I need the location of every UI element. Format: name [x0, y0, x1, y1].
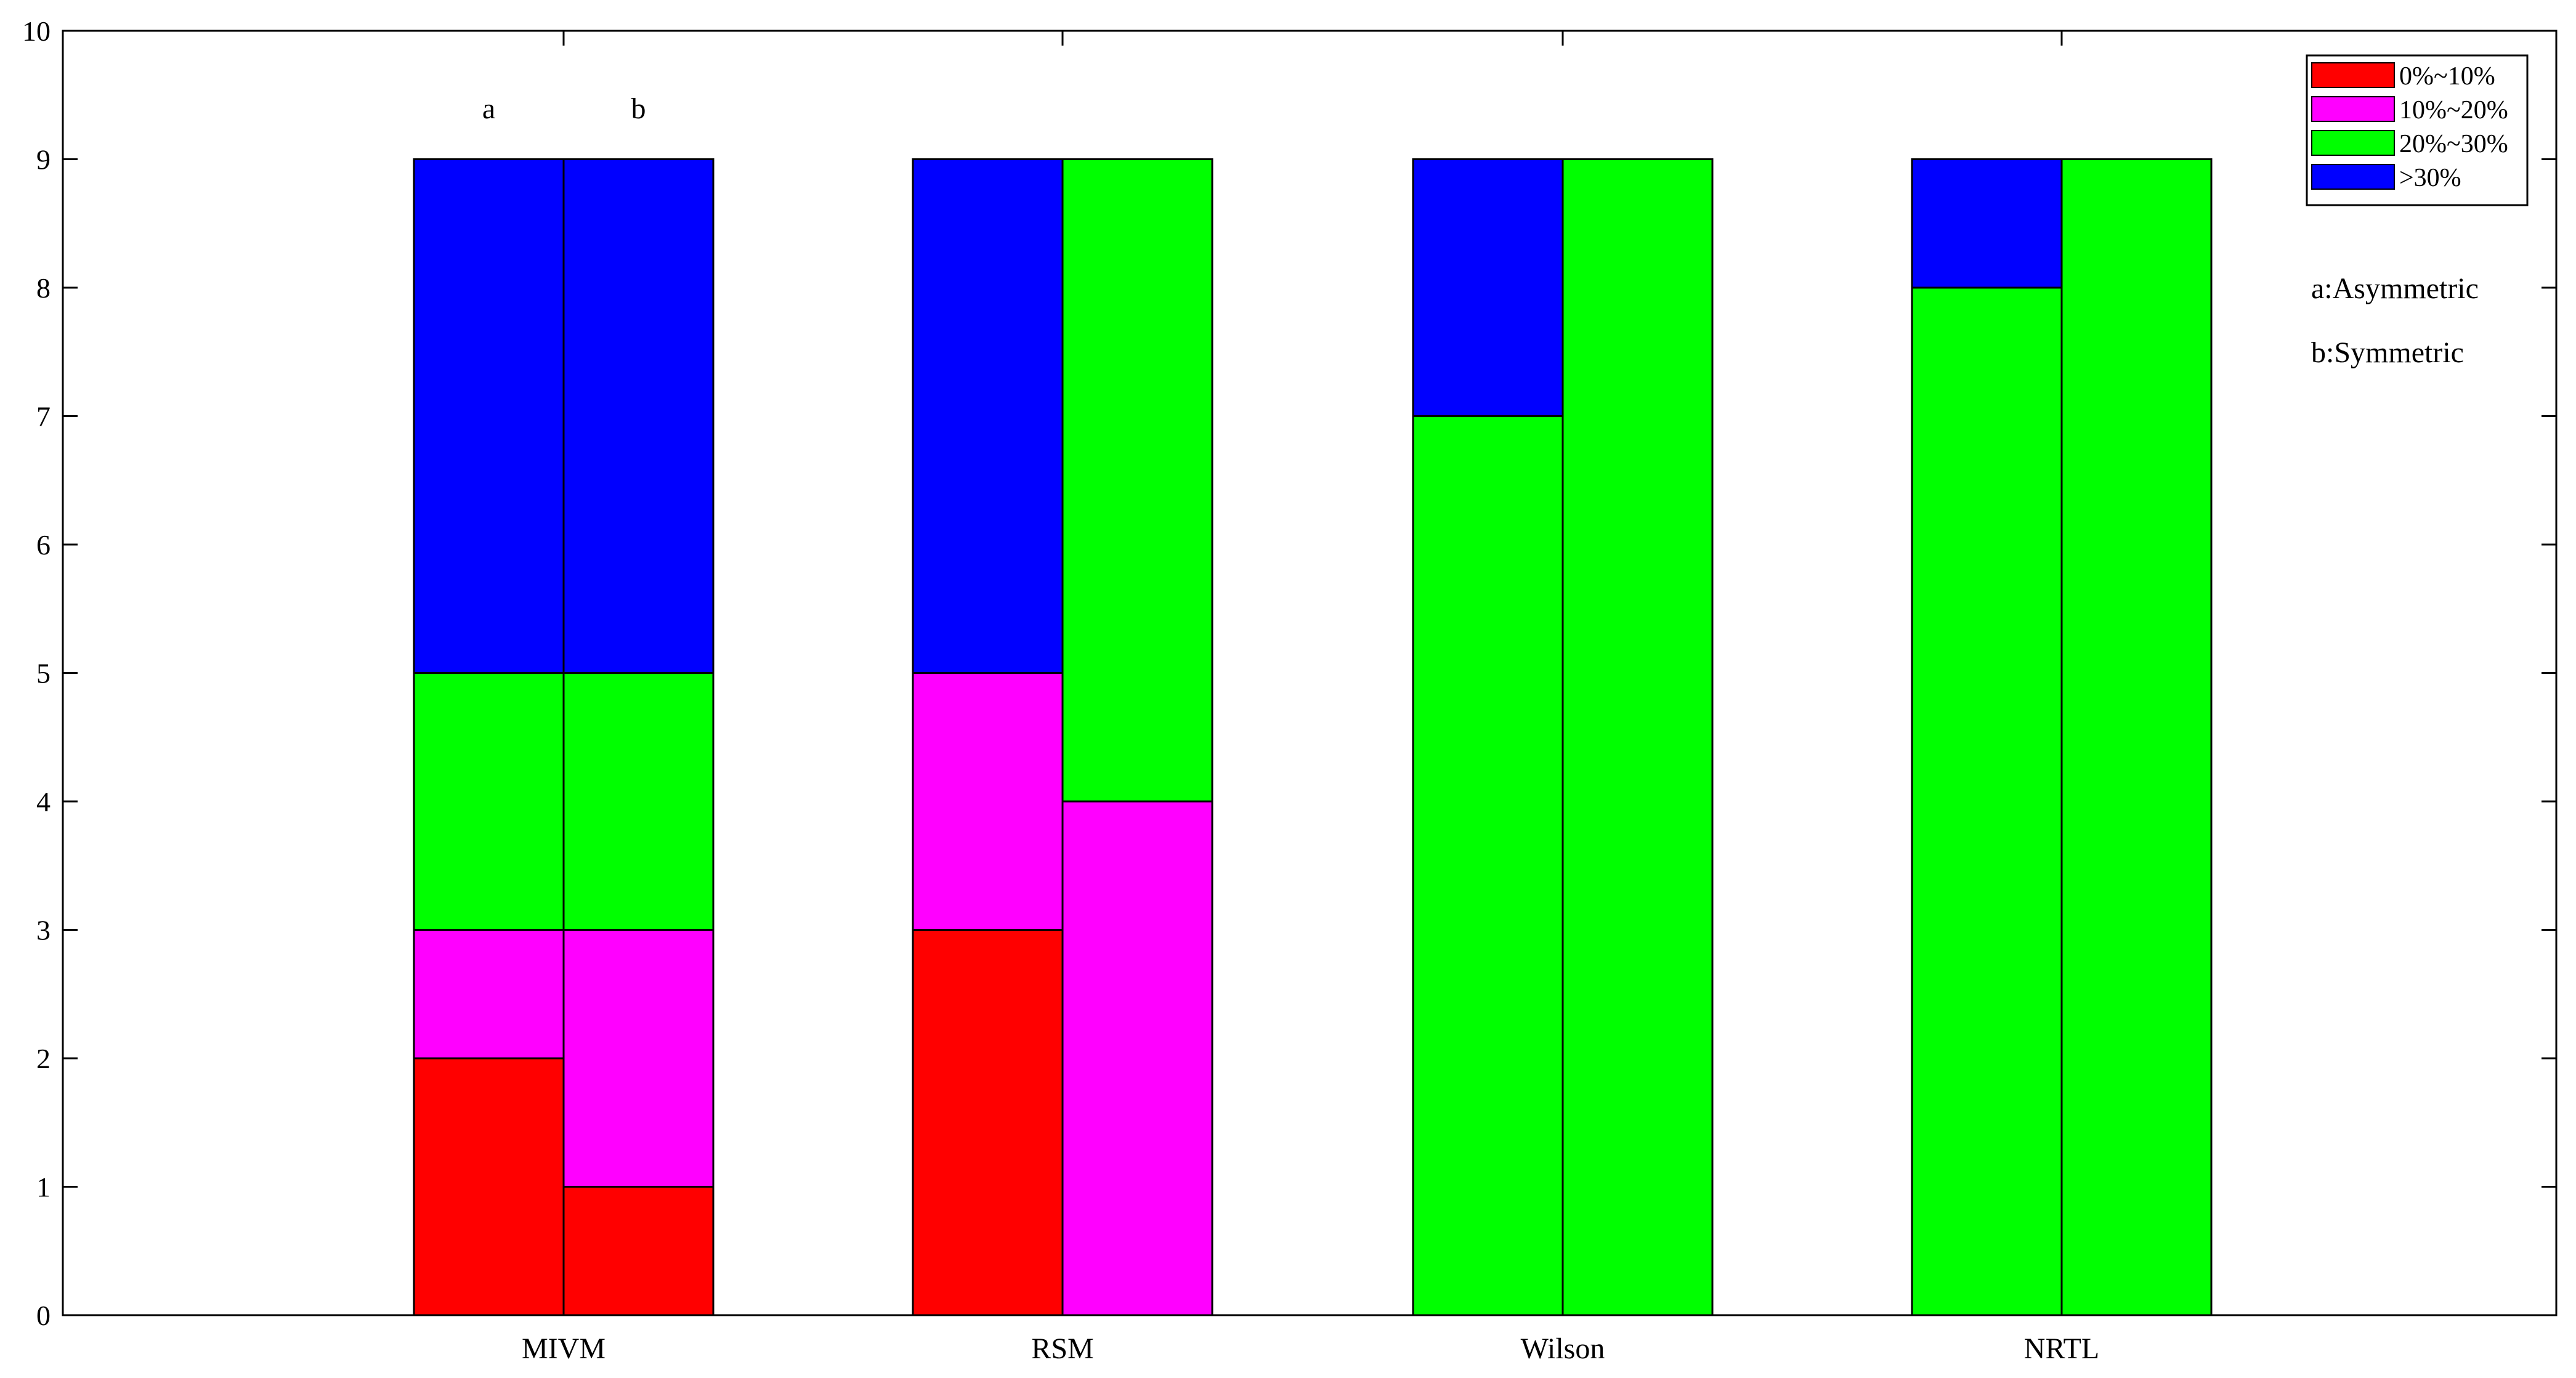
- annotation-asymmetric: a:Asymmetric: [2311, 272, 2479, 305]
- bar-segment-nrtl-a: [1911, 286, 2063, 1316]
- legend-label: 10%~20%: [2399, 96, 2508, 124]
- bars-layer: [413, 158, 2213, 1316]
- bar-segment-mivm-b: [562, 672, 715, 931]
- bar-segment-mivm-b: [562, 929, 715, 1188]
- bar-segment-wilson-b: [1561, 158, 1714, 1316]
- legend-label: 20%~30%: [2399, 130, 2508, 158]
- y-tick-label: 2: [36, 1043, 51, 1074]
- y-tick-label: 7: [36, 401, 51, 432]
- y-tick-label: 10: [22, 15, 51, 47]
- bar-segment-mivm-a: [413, 929, 565, 1060]
- legend-label: 0%~10%: [2399, 62, 2495, 91]
- axes-layer: [62, 30, 2558, 1316]
- y-tick-label: 0: [36, 1300, 51, 1331]
- bar-segment-rsm-a: [912, 672, 1064, 931]
- subgroup-label-b: b: [631, 92, 646, 125]
- bar-segment-wilson-a: [1412, 158, 1564, 417]
- y-tick-label: 4: [36, 786, 51, 817]
- x-tick-label-nrtl: NRTL: [2024, 1332, 2099, 1365]
- subgroup-label-a: a: [482, 92, 495, 125]
- bar-segment-mivm-b: [562, 158, 715, 674]
- bar-segment-nrtl-b: [2060, 158, 2213, 1316]
- legend: 0%~10% 10%~20% 20%~30% >30%: [2306, 54, 2529, 206]
- bar-segment-rsm-b: [1061, 158, 1213, 803]
- y-tick-label: 8: [36, 272, 51, 304]
- bar-segment-mivm-a: [413, 158, 565, 674]
- y-tick-label: 9: [36, 144, 51, 176]
- y-tick-label: 6: [36, 529, 51, 561]
- bar-segment-rsm-a: [912, 929, 1064, 1316]
- bar-segment-mivm-a: [413, 672, 565, 931]
- bar-segment-rsm-b: [1061, 800, 1213, 1316]
- x-tick-label-rsm: RSM: [1031, 1332, 1093, 1365]
- x-tick-label-mivm: MIVM: [522, 1332, 606, 1365]
- bar-segment-rsm-a: [912, 158, 1064, 674]
- legend-swatch: [2311, 164, 2395, 190]
- bar-segment-wilson-a: [1412, 415, 1564, 1316]
- legend-swatch: [2311, 130, 2395, 156]
- legend-label: >30%: [2399, 164, 2461, 192]
- y-tick-label: 1: [36, 1172, 51, 1203]
- labels-layer: a b 0 1 2 3 4 5 6 7 8 9 10 MIVM RSM Wilson NRTL: [22, 15, 2099, 1365]
- y-tick-label: 3: [36, 915, 51, 946]
- bar-segment-mivm-a: [413, 1057, 565, 1316]
- annotation-symmetric: b:Symmetric: [2311, 336, 2464, 369]
- legend-swatch: [2311, 96, 2395, 122]
- legend-swatch: [2311, 62, 2395, 88]
- bar-segment-nrtl-a: [1911, 158, 2063, 289]
- y-tick-label: 5: [36, 658, 51, 689]
- bar-segment-mivm-b: [562, 1186, 715, 1316]
- x-tick-label-wilson: Wilson: [1521, 1332, 1605, 1365]
